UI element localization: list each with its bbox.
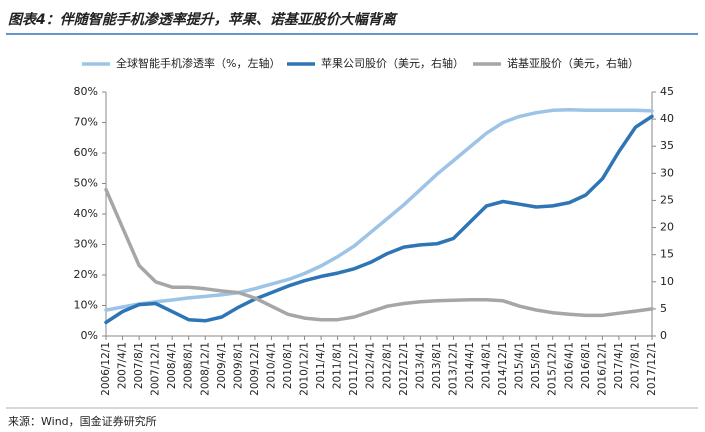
y-tick-label: 50% [74, 177, 98, 190]
x-tick-label: 2011/4/1 [315, 342, 327, 389]
x-tick-label: 2014/12/1 [497, 342, 509, 396]
y2-tick-label: 30 [660, 166, 674, 179]
x-tick-label: 2011/8/1 [332, 342, 344, 389]
x-tick-label: 2017/4/1 [613, 342, 625, 389]
x-tick-label: 2013/4/1 [414, 342, 426, 389]
x-tick-label: 2012/8/1 [381, 342, 393, 389]
x-tick-label: 2010/8/1 [282, 342, 294, 389]
x-tick-label: 2012/4/1 [365, 342, 377, 389]
y-tick-label: 80% [74, 85, 98, 98]
x-tick-label: 2006/12/1 [100, 342, 112, 396]
y-tick-label: 0% [81, 329, 98, 342]
series-line [104, 114, 654, 325]
x-tick-label: 2014/4/1 [464, 342, 476, 389]
x-tick-label: 2013/12/1 [447, 342, 459, 396]
source: 来源：Wind，国金证券研究所 [8, 414, 157, 428]
y2-tick-label: 45 [660, 85, 674, 98]
x-tick-label: 2015/8/1 [530, 342, 542, 389]
legend-label: 全球智能手机渗透率（%，左轴） [116, 56, 280, 70]
y2-tick-label: 35 [660, 139, 674, 152]
x-tick-label: 2007/8/1 [133, 342, 145, 389]
y-tick-label: 70% [74, 116, 98, 129]
y-tick-label: 60% [74, 146, 98, 159]
x-tick-label: 2017/8/1 [629, 342, 641, 389]
x-tick-label: 2008/8/1 [183, 342, 195, 389]
x-tick-label: 2007/12/1 [150, 342, 162, 396]
y2-tick-label: 15 [660, 248, 674, 261]
y2-tick-label: 40 [660, 112, 674, 125]
x-tick-label: 2016/12/1 [596, 342, 608, 396]
y-tick-label: 20% [74, 268, 98, 281]
x-tick-label: 2010/12/1 [299, 342, 311, 396]
x-tick-label: 2009/4/1 [216, 342, 228, 389]
series-line [104, 187, 654, 322]
y2-tick-label: 20 [660, 221, 674, 234]
legend-label: 诺基亚股价（美元，右轴） [507, 56, 639, 70]
x-tick-label: 2015/4/1 [514, 342, 526, 389]
x-tick-label: 2014/8/1 [481, 342, 493, 389]
x-tick-label: 2008/4/1 [166, 342, 178, 389]
y-tick-label: 30% [74, 238, 98, 251]
x-tick-label: 2016/4/1 [563, 342, 575, 389]
x-tick-label: 2017/12/1 [646, 342, 658, 396]
legend-label: 苹果公司股价（美元，右轴） [321, 56, 464, 70]
y2-tick-label: 5 [660, 302, 667, 315]
x-tick-label: 2008/12/1 [199, 342, 211, 396]
y-tick-label: 40% [74, 207, 98, 220]
x-tick-label: 2016/8/1 [580, 342, 592, 389]
x-tick-label: 2007/4/1 [117, 342, 129, 389]
x-tick-label: 2009/12/1 [249, 342, 261, 396]
y-tick-label: 10% [74, 299, 98, 312]
y2-tick-label: 10 [660, 275, 674, 288]
x-tick-label: 2013/8/1 [431, 342, 443, 389]
x-tick-label: 2012/12/1 [398, 342, 410, 396]
chart-title: 图表4：伴随智能手机渗透率提升，苹果、诺基亚股价大幅背离 [8, 11, 399, 28]
x-tick-label: 2011/12/1 [348, 342, 360, 396]
x-tick-label: 2009/8/1 [232, 342, 244, 389]
x-tick-label: 2010/4/1 [265, 342, 277, 389]
y2-tick-label: 0 [660, 329, 667, 342]
y2-tick-label: 25 [660, 193, 674, 206]
x-tick-label: 2015/12/1 [547, 342, 559, 396]
series-line [104, 107, 654, 312]
